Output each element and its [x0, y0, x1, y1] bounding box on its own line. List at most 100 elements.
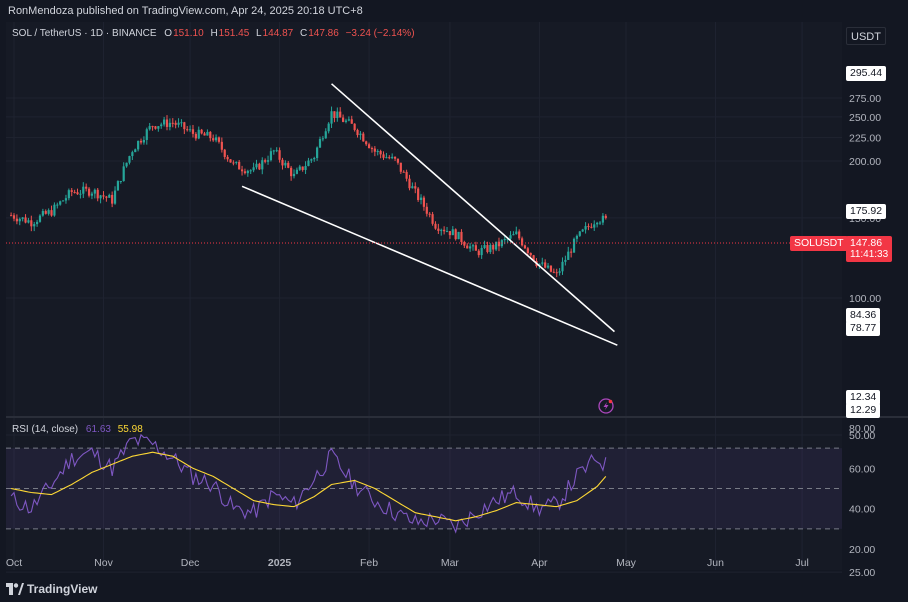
candle-body — [509, 235, 512, 239]
candle-body — [544, 262, 547, 268]
high-label: H — [210, 28, 218, 39]
time-tick-label: Jun — [707, 557, 724, 569]
candle-body — [604, 215, 607, 219]
candle-body — [471, 245, 475, 247]
candle-body — [223, 149, 226, 157]
lightning-icon[interactable] — [598, 398, 614, 414]
candle-body — [437, 228, 440, 231]
candle-body — [44, 211, 47, 214]
candle-body — [252, 167, 255, 171]
trendlines — [241, 83, 618, 346]
candle-body — [417, 188, 420, 200]
price-tick-label: 25.00 — [849, 567, 875, 579]
candle-body — [295, 169, 299, 174]
candle-body — [324, 131, 327, 139]
candle-body — [41, 211, 44, 216]
candle-body — [137, 140, 140, 150]
candle-body — [356, 129, 359, 136]
candle-body — [278, 150, 281, 160]
candle-body — [157, 126, 160, 129]
price-tick-label: 250.00 — [849, 112, 881, 124]
time-tick-label: Feb — [360, 557, 378, 569]
last-price: 147.86 — [850, 237, 883, 249]
candle-body — [160, 124, 163, 127]
candle-body — [339, 111, 342, 118]
candle-body — [119, 181, 122, 183]
time-tick-label: Dec — [181, 557, 200, 569]
candle-body — [266, 160, 270, 162]
trendline-lower — [241, 185, 618, 346]
time-tick-label: Oct — [6, 557, 22, 569]
candle-body — [434, 223, 437, 229]
candle-body — [96, 189, 99, 199]
rsi-value: 61.63 — [85, 424, 111, 435]
candle-body — [125, 162, 128, 167]
candle-body — [232, 162, 235, 164]
candle-body — [122, 166, 125, 182]
candle-body — [203, 133, 206, 136]
candle-body — [264, 160, 267, 162]
candle-body — [564, 259, 567, 262]
low-value: 144.87 — [262, 28, 294, 39]
candle-body — [552, 271, 555, 273]
tradingview-logo-icon[interactable] — [6, 583, 24, 595]
candle-body — [217, 137, 221, 142]
candle-body — [362, 133, 365, 142]
rsi-ma-value: 55.98 — [117, 424, 143, 435]
candle-body — [188, 129, 192, 131]
candle-body — [523, 245, 527, 249]
candle-body — [21, 217, 24, 219]
candle-body — [128, 156, 131, 163]
chart-frame[interactable] — [6, 22, 842, 570]
candle-body — [532, 255, 535, 261]
rsi-ma-line — [10, 451, 607, 522]
candle-body — [541, 262, 544, 264]
candle-body — [24, 217, 27, 223]
price-axis[interactable] — [842, 22, 908, 570]
candle-body — [50, 210, 53, 216]
candle-body — [575, 235, 579, 239]
candle-body — [463, 242, 466, 246]
candle-body — [298, 166, 301, 170]
candle-body — [567, 251, 570, 260]
change-value: −3.24 (−2.14%) — [345, 28, 415, 39]
candle-body — [520, 238, 524, 246]
candle-body — [367, 144, 371, 149]
rsi-tick-label: 80.00 — [849, 423, 875, 435]
candle-body — [316, 147, 319, 158]
candle-body — [165, 119, 169, 127]
candle-body — [341, 117, 345, 122]
rsi-tick-label: 40.00 — [849, 504, 875, 516]
currency-button[interactable]: USDT — [846, 27, 886, 45]
candle-body — [47, 210, 50, 214]
candle-body — [402, 171, 405, 173]
time-tick-label: Mar — [441, 557, 460, 569]
candle-body — [10, 215, 13, 217]
candle-body — [448, 231, 452, 236]
grid-layer — [6, 22, 842, 573]
candle-body — [313, 157, 316, 160]
candle-body — [578, 231, 581, 236]
footer-brand[interactable]: TradingView — [27, 582, 98, 596]
candle-body — [388, 157, 391, 159]
candle-body — [238, 161, 241, 170]
candle-body — [570, 251, 573, 253]
time-tick-label: Jul — [795, 557, 808, 569]
candle-body — [142, 139, 146, 143]
candle-body — [108, 194, 111, 198]
candle-body — [596, 222, 599, 225]
candle-body — [168, 122, 171, 127]
candle-body — [587, 226, 590, 228]
candle-body — [243, 171, 247, 174]
price-tick-label: 200.00 — [849, 156, 881, 168]
candle-body — [261, 160, 264, 170]
candle-body — [393, 156, 397, 159]
candle-body — [474, 245, 477, 251]
candle-body — [353, 123, 356, 130]
candle-body — [555, 272, 558, 274]
rsi-label[interactable]: RSI (14, close) — [12, 424, 79, 435]
candle-body — [601, 215, 605, 223]
candle-body — [494, 241, 498, 250]
symbol-name[interactable]: SOL / TetherUS · 1D · BINANCE — [12, 28, 157, 39]
